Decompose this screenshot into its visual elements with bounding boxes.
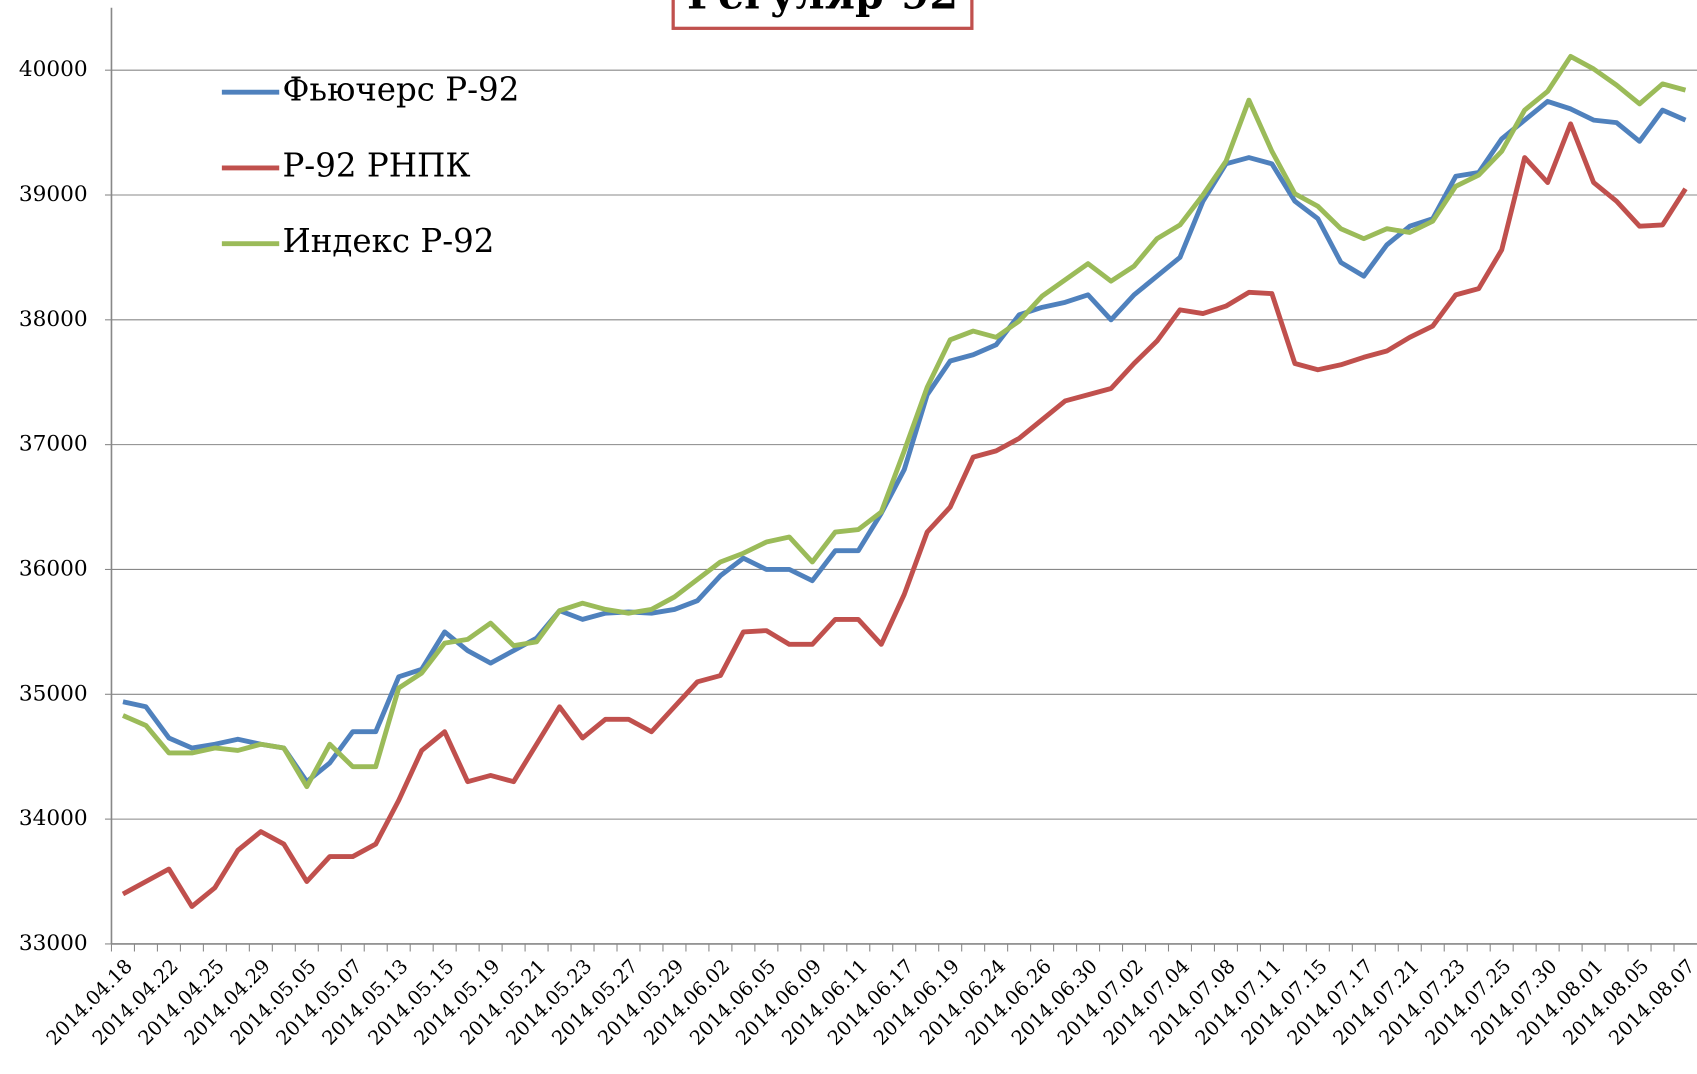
y-tick-label: 39000	[19, 182, 88, 207]
y-tick-label: 35000	[19, 681, 88, 706]
legend-label: Р-92 РНПК	[282, 146, 470, 184]
series-line	[121, 121, 1688, 909]
y-tick-label: 38000	[19, 307, 88, 332]
y-tick-label: 34000	[19, 806, 88, 831]
y-tick-label: 33000	[19, 931, 88, 956]
y-tick-label: 36000	[19, 556, 88, 581]
y-tick-label: 37000	[19, 432, 88, 457]
series-line	[121, 54, 1687, 790]
chart-title: Регуляр-92	[687, 0, 958, 19]
series-line	[122, 98, 1687, 785]
y-tick-label: 40000	[19, 57, 88, 82]
legend-label: Индекс Р-92	[282, 222, 494, 260]
legend-label: Фьючерс Р-92	[282, 71, 519, 109]
title-box	[671, 0, 974, 30]
